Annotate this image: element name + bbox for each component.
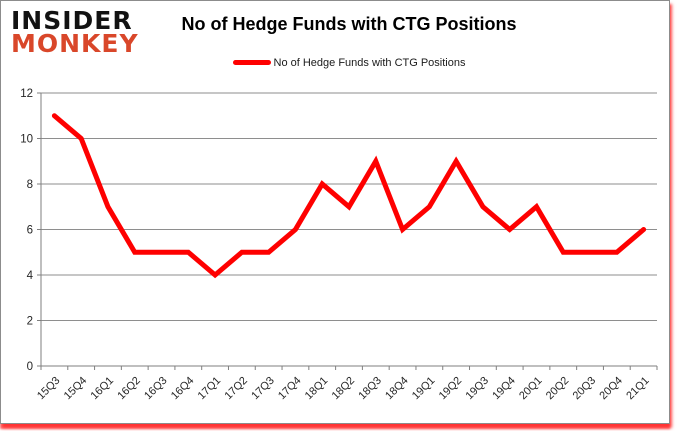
y-axis-label: 4 xyxy=(27,270,34,282)
x-axis-label: 17Q3 xyxy=(249,375,277,403)
x-axis-label: 18Q4 xyxy=(383,375,411,403)
x-axis-label: 17Q1 xyxy=(196,375,224,403)
x-axis-label: 15Q4 xyxy=(62,375,90,403)
y-axis-label: 6 xyxy=(27,225,33,237)
y-axis-label: 10 xyxy=(20,134,33,146)
logo-line-insider: INSIDER xyxy=(11,6,133,35)
x-axis-label: 15Q3 xyxy=(35,375,63,403)
x-axis-label: 20Q3 xyxy=(571,375,599,403)
x-axis-label: 20Q4 xyxy=(597,375,625,403)
x-axis-label: 16Q3 xyxy=(142,375,170,403)
x-axis-label: 18Q1 xyxy=(303,375,331,403)
legend: No of Hedge Funds with CTG Positions xyxy=(41,57,657,69)
chart-title: No of Hedge Funds with CTG Positions xyxy=(181,14,517,34)
x-axis-label: 18Q2 xyxy=(330,375,358,403)
x-axis-label: 20Q1 xyxy=(517,375,545,403)
insider-monkey-logo: INSIDER MONKEY xyxy=(11,6,139,58)
x-axis-label: 16Q2 xyxy=(115,375,143,403)
legend-line-swatch xyxy=(232,59,271,65)
x-axis-label: 17Q2 xyxy=(222,375,250,403)
x-axis-label: 19Q2 xyxy=(437,375,465,403)
x-axis-label: 20Q2 xyxy=(544,375,572,403)
data-line-series xyxy=(51,113,647,279)
x-axis-label: 17Q4 xyxy=(276,375,304,403)
chart-panel: INSIDER MONKEY No of Hedge Funds with CT… xyxy=(0,0,670,424)
x-axis-label: 16Q4 xyxy=(169,375,197,403)
y-axis-label: 12 xyxy=(20,88,33,100)
y-axis-label: 2 xyxy=(27,316,33,328)
x-axis-label: 18Q3 xyxy=(356,375,384,403)
legend-label: No of Hedge Funds with CTG Positions xyxy=(273,57,466,69)
logo-line-monkey: MONKEY xyxy=(11,29,139,58)
y-axis-label: 8 xyxy=(27,179,33,191)
x-axis-label: 19Q1 xyxy=(410,375,438,403)
x-axis-label: 19Q4 xyxy=(490,375,518,403)
y-axis-label: 0 xyxy=(27,361,33,373)
x-axis-label: 19Q3 xyxy=(464,375,492,403)
x-axis-label: 16Q1 xyxy=(89,375,117,403)
x-axis-label: 21Q1 xyxy=(624,375,652,403)
